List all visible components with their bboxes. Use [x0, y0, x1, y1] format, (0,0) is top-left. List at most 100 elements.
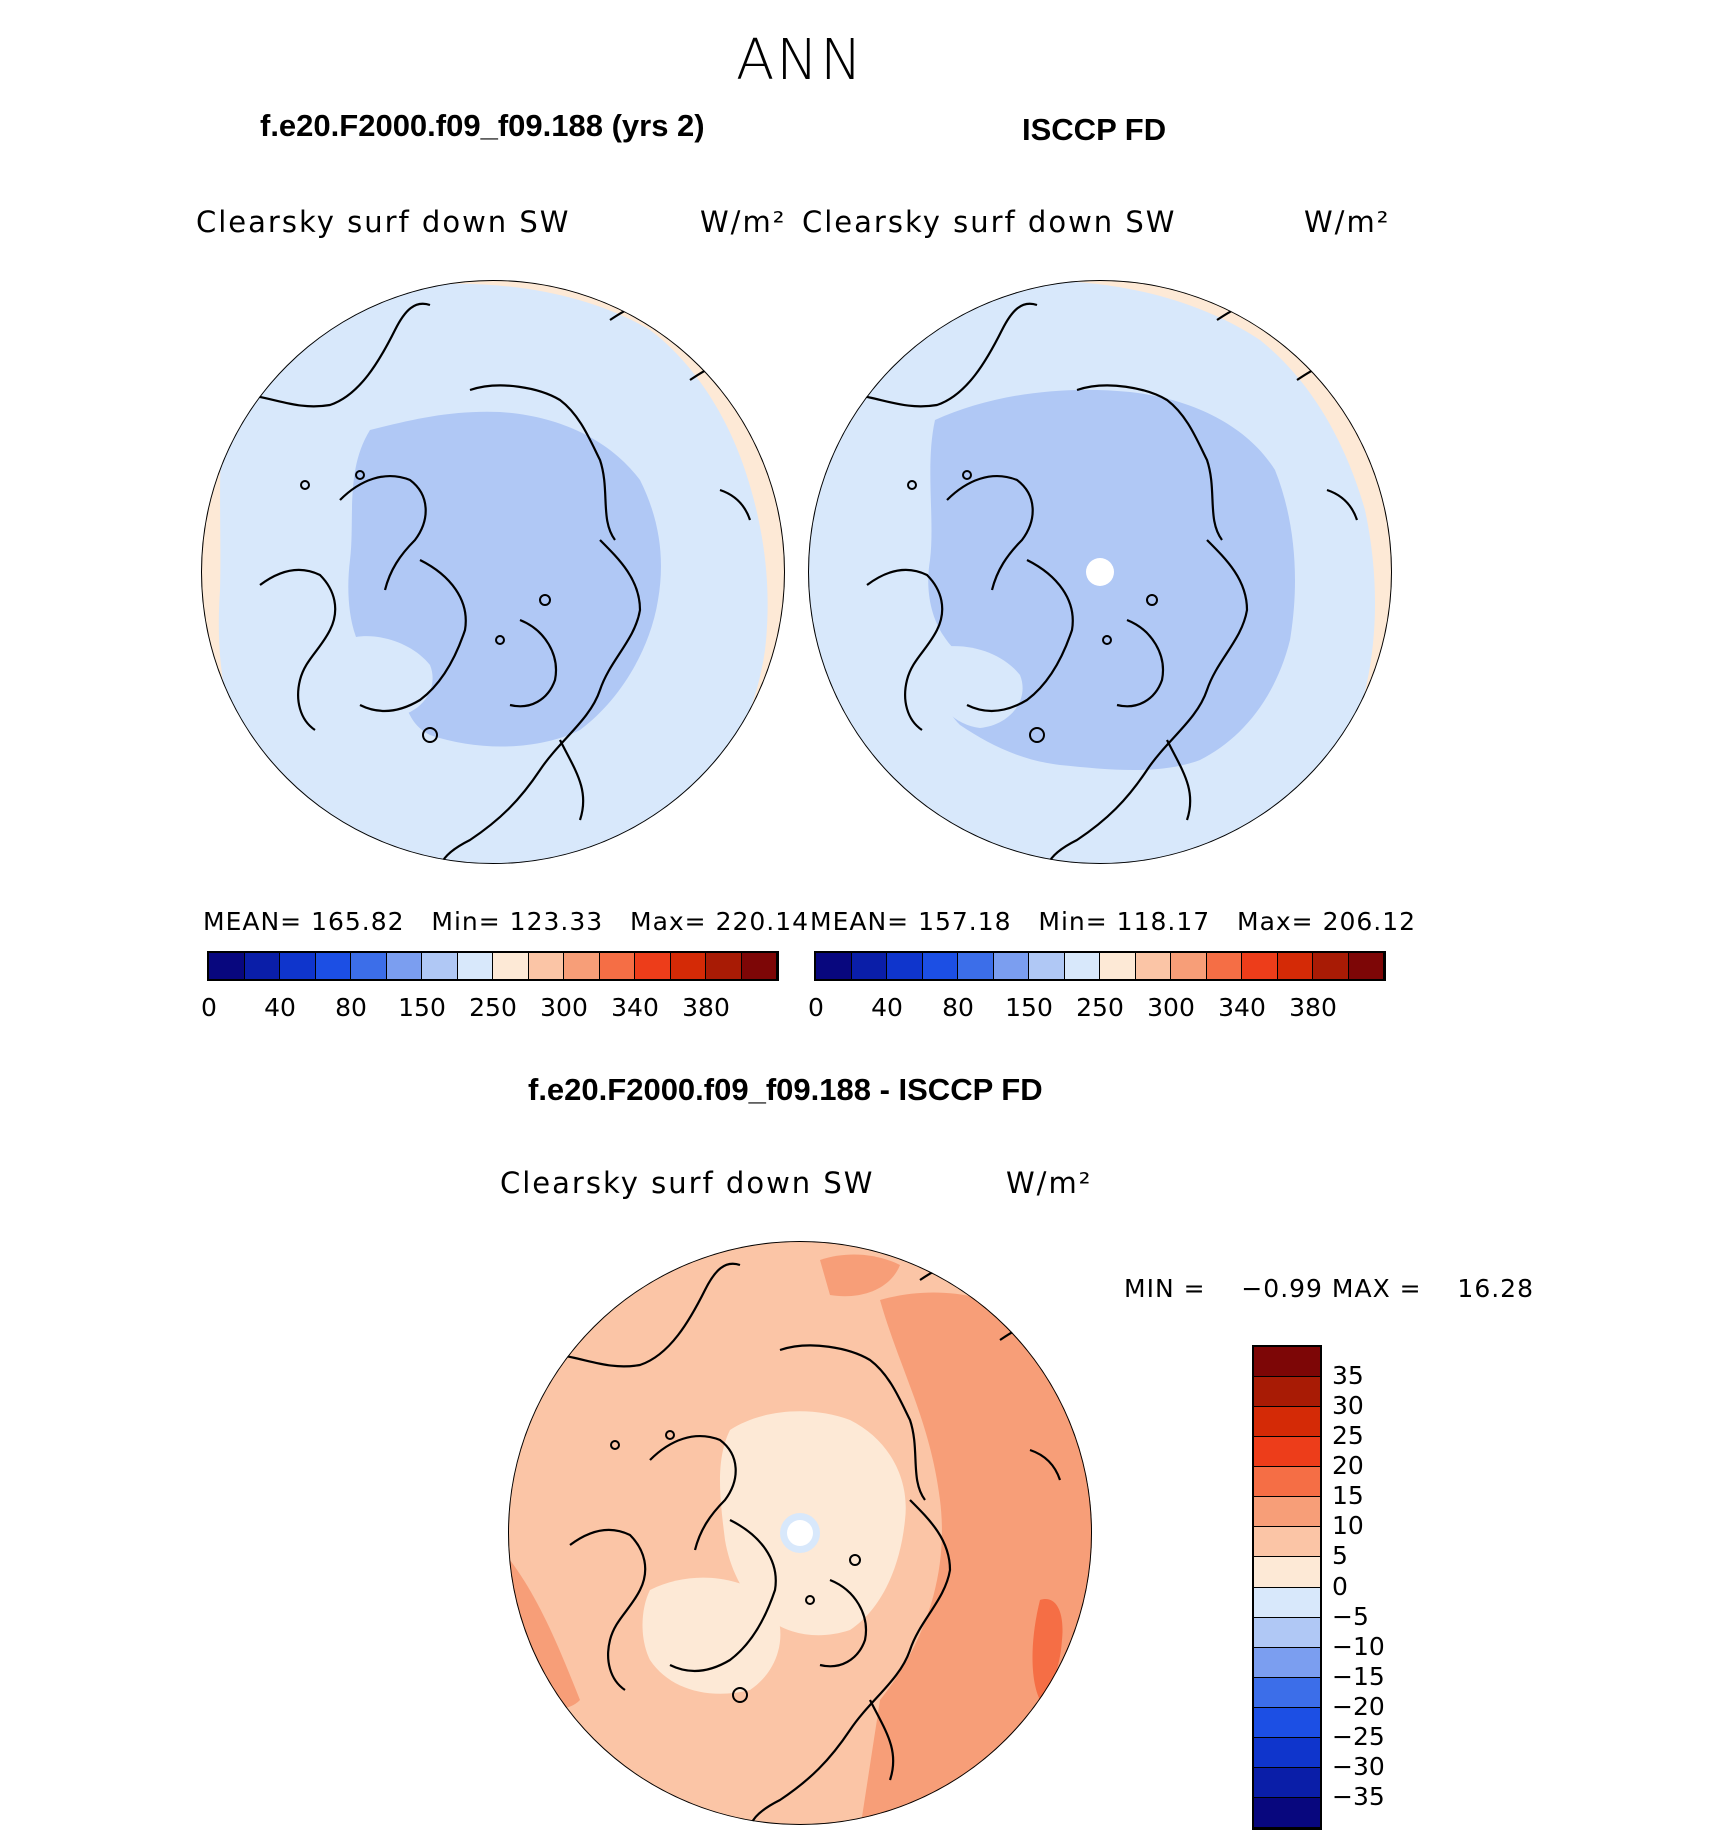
colorbar-swatch [1254, 1707, 1320, 1738]
diff-pole-missing [787, 1520, 813, 1546]
units-label-model: W/m² [700, 205, 787, 239]
colorbar-swatch [1313, 953, 1349, 979]
colorbar-swatch [706, 953, 742, 979]
diff-region-mid-north [820, 1254, 900, 1297]
colorbar-swatch [816, 953, 852, 979]
colorbar-tick-label: 40 [264, 993, 296, 1022]
colorbar-swatch [1064, 953, 1100, 979]
colorbar-swatch [422, 953, 458, 979]
colorbar-swatch [1254, 1437, 1320, 1468]
polar-map-diff [508, 1241, 1092, 1825]
polar-map-model [201, 280, 785, 864]
colorbar-tick-label: 250 [469, 993, 517, 1022]
max-value: 16.28 [1457, 1274, 1534, 1303]
panel-title-diff: f.e20.F2000.f09_f09.188 - ISCCP FD [528, 1072, 1043, 1107]
colorbar-swatch [1254, 1527, 1320, 1558]
colorbar-swatch [599, 953, 635, 979]
colorbar-tick-label: 10 [1332, 1511, 1364, 1541]
colorbar-tick-label: 150 [398, 993, 446, 1022]
mean-value: 157.18 [918, 907, 1012, 936]
colorbar-swatch [1254, 1677, 1320, 1708]
polar-map-obs [808, 280, 1392, 864]
colorbar-swatch [564, 953, 600, 979]
colorbar-swatch [1254, 1587, 1320, 1618]
stats-obs: MEAN= 157.18 Min= 118.17 Max= 206.12 [810, 907, 1416, 936]
colorbar-swatch [635, 953, 671, 979]
colorbar-swatch [670, 953, 706, 979]
panel-title-model: f.e20.F2000.f09_f09.188 (yrs 2) [260, 108, 705, 143]
stats-diff: MIN = −0.99 MAX = 16.28 [1124, 1274, 1534, 1303]
colorbar-tick-label: −25 [1332, 1721, 1385, 1751]
colorbar-swatch [528, 953, 564, 979]
colorbar-tick-label: 300 [1147, 993, 1195, 1022]
coastlines [559, 1262, 1062, 1825]
variable-label-model: Clearsky surf down SW [196, 205, 571, 239]
diff-region-strong [1032, 1599, 1063, 1700]
colorbar-swatch [351, 953, 387, 979]
colorbar-tick-label: 80 [942, 993, 974, 1022]
colorbar-obs [814, 951, 1386, 981]
colorbar-tick-label: 35 [1332, 1361, 1364, 1391]
colorbar-tick-label: 15 [1332, 1481, 1364, 1511]
colorbar-tick-label: 30 [1332, 1391, 1364, 1421]
colorbar-model [207, 951, 779, 981]
colorbar-swatch [1254, 1467, 1320, 1498]
colorbar-tick-label: −20 [1332, 1691, 1385, 1721]
colorbar-tick-label: −35 [1332, 1781, 1385, 1811]
missing-pole [1086, 558, 1114, 586]
colorbar-swatch [993, 953, 1029, 979]
colorbar-tick-label: 0 [808, 993, 824, 1022]
colorbar-swatch [209, 953, 245, 979]
colorbar-swatch [457, 953, 493, 979]
mean-value: 165.82 [311, 907, 405, 936]
colorbar-tick-label: 150 [1005, 993, 1053, 1022]
colorbar-tick-label: −5 [1332, 1601, 1369, 1631]
colorbar-swatch [315, 953, 351, 979]
min-value: −0.99 [1241, 1274, 1323, 1303]
colorbar-tick-label: −10 [1332, 1631, 1385, 1661]
colorbar-swatch [1254, 1347, 1320, 1378]
colorbar-tick-label: 250 [1076, 993, 1124, 1022]
greenland-pale-patch [930, 646, 1023, 728]
colorbar-tick-label: 5 [1332, 1541, 1348, 1571]
units-label-diff: W/m² [1006, 1166, 1093, 1200]
colorbar-swatch [1100, 953, 1136, 979]
min-label: Min= [431, 907, 501, 936]
colorbar-swatch [1135, 953, 1171, 979]
islands [610, 1430, 861, 1703]
colorbar-swatch [1242, 953, 1278, 979]
colorbar-tick-label: 380 [1289, 993, 1337, 1022]
colorbar-swatch [958, 953, 994, 979]
min-value: 123.33 [509, 907, 604, 936]
colorbar-swatch [887, 953, 923, 979]
colorbar-swatch [1171, 953, 1207, 979]
colorbar-tick-label: 340 [611, 993, 659, 1022]
colorbar-swatch [1254, 1767, 1320, 1798]
colorbar-swatch [1348, 953, 1384, 979]
colorbar-swatch [280, 953, 316, 979]
max-value: 206.12 [1322, 907, 1417, 936]
colorbar-tick-label: 300 [540, 993, 588, 1022]
colorbar-tick-label: 80 [335, 993, 367, 1022]
colorbar-tick-label: 0 [201, 993, 217, 1022]
colorbar-tick-label: 380 [682, 993, 730, 1022]
colorbar-swatch [1206, 953, 1242, 979]
colorbar-swatch [741, 953, 777, 979]
max-label: MAX = [1331, 1274, 1422, 1303]
colorbar-swatch [1254, 1797, 1320, 1828]
stats-model: MEAN= 165.82 Min= 123.33 Max= 220.14 [203, 907, 809, 936]
min-label: MIN = [1124, 1274, 1206, 1303]
colorbar-tick-label: 0 [1332, 1571, 1348, 1601]
colorbar-swatch [851, 953, 887, 979]
colorbar-tick-label: −15 [1332, 1661, 1385, 1691]
colorbar-swatch [1254, 1617, 1320, 1648]
max-label: Max= [1237, 907, 1314, 936]
panel-title-obs: ISCCP FD [1022, 112, 1167, 147]
colorbar-swatch [493, 953, 529, 979]
colorbar-swatch [1254, 1377, 1320, 1408]
mean-label: MEAN= [810, 907, 910, 936]
units-label-obs: W/m² [1304, 205, 1391, 239]
colorbar-tick-label: 25 [1332, 1421, 1364, 1451]
variable-label-diff: Clearsky surf down SW [500, 1166, 875, 1200]
colorbar-swatch [1254, 1407, 1320, 1438]
